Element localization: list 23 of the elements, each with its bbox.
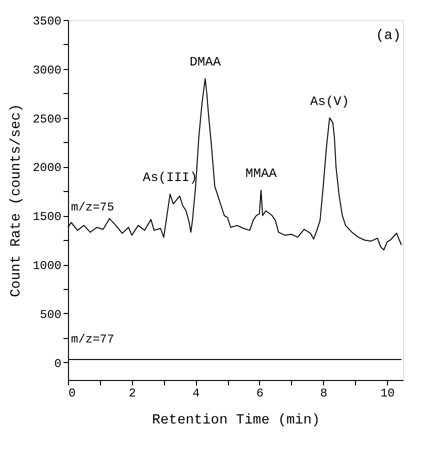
y-tick-label: 0 [54,356,62,371]
x-tick-label: 2 [128,386,136,400]
x-tick-label: 6 [256,386,264,400]
x-tick-label: 10 [380,386,395,400]
y-tick-label: 3500 [32,14,62,28]
annotation: MMAA [245,166,277,182]
y-tick-label: 1500 [32,210,62,224]
y-tick-label: 500 [40,308,62,322]
annotation: (a) [376,28,401,44]
y-tick-label: 2500 [32,112,62,126]
annotation: As(III) [142,170,198,186]
y-tick-label: 2000 [32,161,62,176]
legend-label: m/z=77 [71,332,114,346]
y-tick-label: 3000 [32,63,62,78]
x-tick-label: 8 [320,386,328,400]
y-tick-label: 1000 [32,259,62,274]
x-axis-title: Retention Time (min) [152,412,320,428]
y-axis-title: Count Rate (counts/sec) [8,104,25,298]
annotation: As(V) [310,94,350,109]
x-tick-label: 0 [68,386,76,400]
annotation: DMAA [190,54,221,70]
x-tick-label: 4 [192,386,200,400]
series-label: m/z=75 [71,200,114,214]
